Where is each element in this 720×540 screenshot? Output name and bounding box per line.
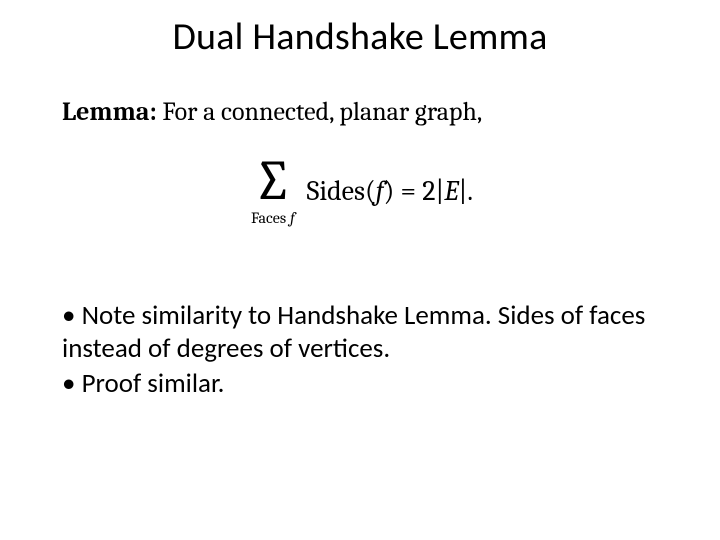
slide: Dual Handshake Lemma Lemma: For a connec…: [0, 0, 720, 540]
equals-text: = 2|: [394, 175, 444, 207]
lemma-statement: For a connected, planar graph,: [162, 97, 482, 127]
sigma-icon: ∑: [253, 156, 293, 206]
sum-operator: ∑ Facesf: [251, 156, 295, 226]
formula-tail: |.: [458, 175, 473, 207]
sum-subscript-label: Faces: [251, 209, 286, 227]
sides-arg: f: [376, 175, 384, 207]
bullet-item: Note similarity to Handshake Lemma. Side…: [62, 300, 662, 366]
slide-title: Dual Handshake Lemma: [0, 14, 720, 60]
formula-row: ∑ Facesf Sides(f) = 2|E|.: [251, 156, 473, 226]
lemma-statement-block: Lemma: For a connected, planar graph,: [62, 96, 662, 129]
sum-subscript: Facesf: [251, 210, 295, 226]
bullet-list: Note similarity to Handshake Lemma. Side…: [62, 300, 662, 403]
sides-function-name: Sides: [307, 175, 365, 207]
lemma-label: Lemma:: [62, 97, 157, 127]
lemma-formula: ∑ Facesf Sides(f) = 2|E|.: [62, 156, 662, 226]
bullet-item: Proof similar.: [62, 368, 662, 401]
sum-subscript-var: f: [290, 209, 295, 227]
formula-rhs: Sides(f) = 2|E|.: [307, 175, 473, 207]
edge-set: E: [444, 175, 458, 207]
